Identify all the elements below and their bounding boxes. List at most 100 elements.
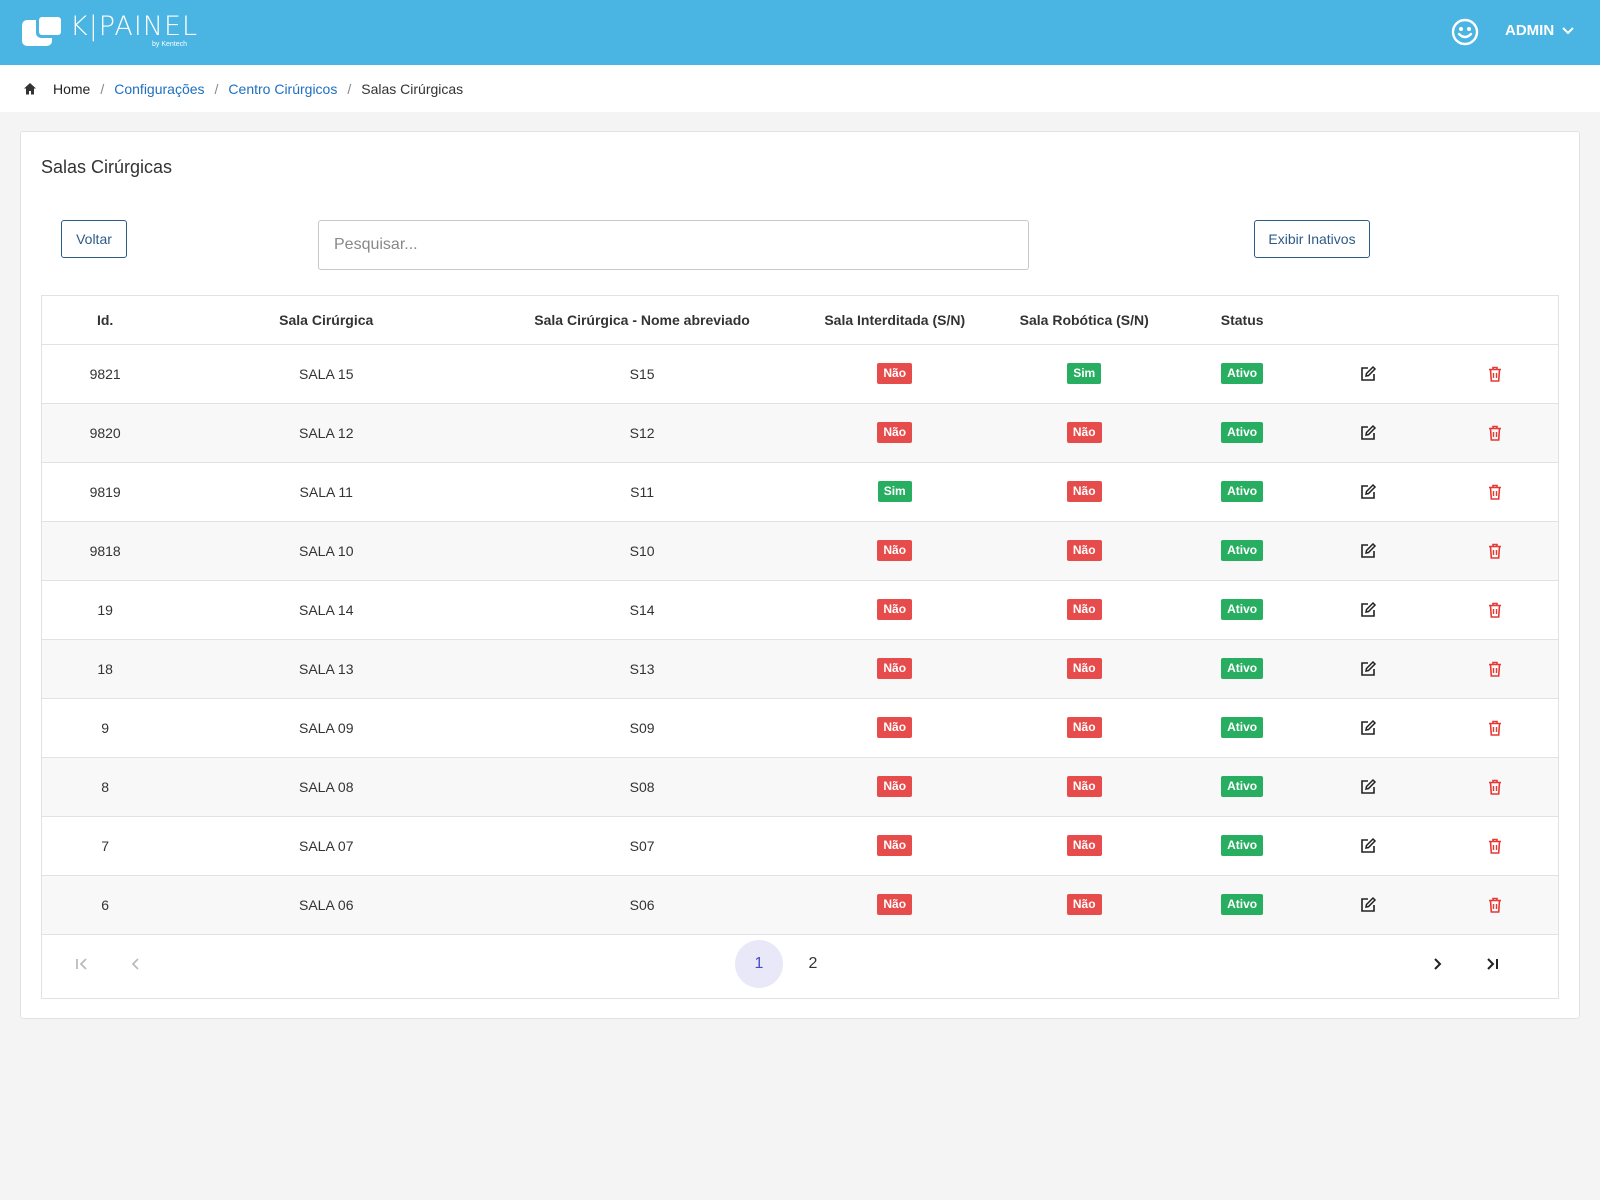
- first-page-button[interactable]: [58, 940, 106, 988]
- cell-interditada: Não: [799, 875, 990, 935]
- cell-status: Ativo: [1178, 639, 1306, 699]
- cell-id: 9821: [42, 344, 169, 404]
- edit-icon[interactable]: [1359, 660, 1377, 678]
- page-button-1[interactable]: 1: [735, 940, 783, 988]
- cell-id: 6: [42, 875, 169, 935]
- cell-delete: [1431, 639, 1558, 699]
- robotica-badge: Não: [1066, 835, 1102, 856]
- edit-icon[interactable]: [1359, 896, 1377, 914]
- trash-icon[interactable]: [1486, 837, 1504, 855]
- edit-icon[interactable]: [1359, 365, 1377, 383]
- edit-icon[interactable]: [1359, 601, 1377, 619]
- cell-abrev: S13: [484, 639, 800, 699]
- trash-icon[interactable]: [1486, 719, 1504, 737]
- cell-id: 9819: [42, 462, 169, 522]
- trash-icon[interactable]: [1486, 601, 1504, 619]
- cell-interditada: Não: [799, 816, 990, 876]
- edit-icon[interactable]: [1359, 837, 1377, 855]
- cell-abrev: S10: [484, 521, 800, 581]
- status-badge: Ativo: [1221, 894, 1264, 915]
- header-edit: [1305, 296, 1432, 345]
- chevron-left-icon: [131, 958, 139, 970]
- show-inactive-button[interactable]: Exibir Inativos: [1254, 220, 1370, 258]
- table-header-row: Id. Sala Cirúrgica Sala Cirúrgica - Nome…: [42, 296, 1558, 345]
- header-abrev[interactable]: Sala Cirúrgica - Nome abreviado: [484, 296, 800, 345]
- edit-icon[interactable]: [1359, 483, 1377, 501]
- last-page-button[interactable]: [1468, 940, 1516, 988]
- trash-icon[interactable]: [1486, 483, 1504, 501]
- header-robotica[interactable]: Sala Robótica (S/N): [989, 296, 1179, 345]
- header-delete: [1431, 296, 1558, 345]
- page-button-2[interactable]: 2: [808, 955, 818, 972]
- back-button[interactable]: Voltar: [61, 220, 127, 258]
- cell-sala: SALA 10: [168, 521, 485, 581]
- cell-interditada: Não: [799, 344, 990, 404]
- interditada-badge: Não: [877, 717, 913, 738]
- logo-text: K|PAINEL: [70, 11, 199, 42]
- cell-status: Ativo: [1178, 757, 1306, 817]
- cell-interditada: Não: [799, 403, 990, 463]
- cell-delete: [1431, 757, 1558, 817]
- edit-icon[interactable]: [1359, 778, 1377, 796]
- cell-sala: SALA 15: [168, 344, 485, 404]
- header-interditada[interactable]: Sala Interditada (S/N): [799, 296, 990, 345]
- cell-edit: [1305, 580, 1432, 640]
- cell-edit: [1305, 757, 1432, 817]
- cell-robotica: Sim: [989, 344, 1179, 404]
- trash-icon[interactable]: [1486, 896, 1504, 914]
- home-icon[interactable]: [23, 82, 37, 96]
- cell-abrev: S07: [484, 816, 800, 876]
- header-sala[interactable]: Sala Cirúrgica: [168, 296, 485, 345]
- trash-icon[interactable]: [1486, 365, 1504, 383]
- next-page-button[interactable]: [1413, 940, 1461, 988]
- smiley-user-icon[interactable]: [1451, 18, 1479, 46]
- interditada-badge: Não: [877, 540, 913, 561]
- interditada-badge: Não: [877, 658, 913, 679]
- prev-page-button[interactable]: [112, 940, 160, 988]
- interditada-badge: Não: [877, 422, 913, 443]
- header-id[interactable]: Id.: [42, 296, 169, 345]
- cell-id: 19: [42, 580, 169, 640]
- cell-interditada: Não: [799, 521, 990, 581]
- edit-icon[interactable]: [1359, 424, 1377, 442]
- breadcrumb-configuracoes[interactable]: Configurações: [114, 80, 205, 97]
- trash-icon[interactable]: [1486, 424, 1504, 442]
- trash-icon[interactable]: [1486, 660, 1504, 678]
- cell-id: 8: [42, 757, 169, 817]
- cell-delete: [1431, 698, 1558, 758]
- breadcrumb: Home / Configurações / Centro Cirúrgicos…: [0, 65, 1600, 112]
- cell-sala: SALA 06: [168, 875, 485, 935]
- cell-sala: SALA 09: [168, 698, 485, 758]
- cell-edit: [1305, 521, 1432, 581]
- cell-robotica: Não: [989, 403, 1179, 463]
- breadcrumb-separator: /: [100, 80, 105, 97]
- cell-robotica: Não: [989, 521, 1179, 581]
- user-menu[interactable]: ADMIN: [1505, 22, 1574, 39]
- cell-delete: [1431, 875, 1558, 935]
- table-row: 9819 SALA 11 S11 Sim Não Ativo: [42, 462, 1558, 522]
- edit-icon[interactable]: [1359, 719, 1377, 737]
- cell-status: Ativo: [1178, 403, 1306, 463]
- edit-icon[interactable]: [1359, 542, 1377, 560]
- cell-edit: [1305, 816, 1432, 876]
- breadcrumb-separator: /: [214, 80, 219, 97]
- header-status[interactable]: Status: [1178, 296, 1306, 345]
- cell-id: 7: [42, 816, 169, 876]
- cell-edit: [1305, 875, 1432, 935]
- interditada-badge: Sim: [877, 481, 912, 502]
- cell-id: 18: [42, 639, 169, 699]
- cell-status: Ativo: [1178, 462, 1306, 522]
- search-input[interactable]: [318, 220, 1029, 270]
- robotica-badge: Sim: [1067, 363, 1102, 384]
- status-badge: Ativo: [1221, 717, 1264, 738]
- trash-icon[interactable]: [1486, 778, 1504, 796]
- breadcrumb-centro-cirurgicos[interactable]: Centro Cirúrgicos: [228, 80, 338, 97]
- trash-icon[interactable]: [1486, 542, 1504, 560]
- status-badge: Ativo: [1221, 363, 1264, 384]
- table-row: 9821 SALA 15 S15 Não Sim Ativo: [42, 344, 1558, 404]
- robotica-badge: Não: [1066, 481, 1102, 502]
- breadcrumb-separator: /: [347, 80, 352, 97]
- cell-delete: [1431, 521, 1558, 581]
- app-logo[interactable]: K|PAINEL by Kentech: [22, 12, 198, 52]
- breadcrumb-home[interactable]: Home: [53, 80, 91, 97]
